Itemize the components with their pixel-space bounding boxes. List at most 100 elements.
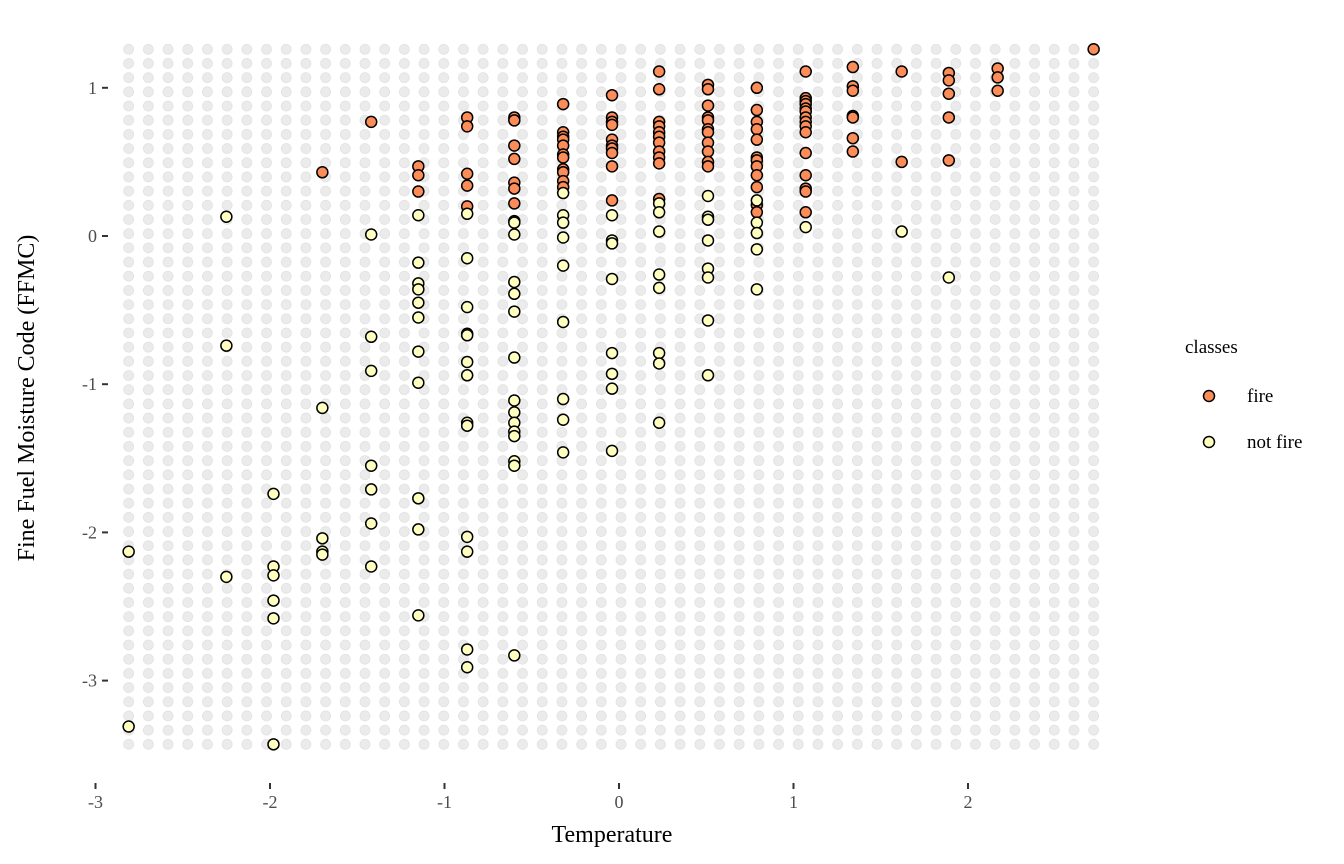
grid-point [398, 455, 410, 467]
grid-point [733, 384, 745, 396]
point-fire [316, 166, 329, 179]
grid-point [733, 355, 745, 367]
grid-point [1068, 214, 1080, 225]
point-not-fire [508, 459, 521, 472]
grid-point [142, 526, 154, 537]
grid-point [595, 256, 607, 268]
grid-point [1048, 724, 1060, 736]
grid-point [832, 682, 844, 693]
grid-point [202, 313, 213, 325]
point-fire [750, 180, 764, 194]
grid-point [280, 696, 292, 708]
grid-point [536, 611, 548, 623]
grid-point [930, 86, 942, 98]
grid-point [595, 157, 607, 169]
grid-point [339, 171, 351, 183]
point-not-fire [701, 189, 715, 203]
point-fire [750, 123, 764, 136]
grid-point [733, 341, 745, 353]
grid-point [832, 72, 844, 84]
grid-point [536, 58, 548, 69]
point-not-fire [605, 272, 619, 286]
grid-point [1029, 242, 1040, 254]
grid-point [812, 710, 824, 722]
grid-point [221, 455, 233, 467]
grid-point [832, 696, 844, 708]
grid-point [891, 738, 903, 750]
grid-point [261, 114, 272, 126]
grid-point [202, 256, 213, 268]
grid-point [142, 370, 154, 381]
point-fire [412, 168, 425, 182]
grid-point [162, 185, 174, 197]
grid-point [261, 412, 272, 424]
grid-point [891, 199, 903, 211]
grid-point [674, 469, 686, 481]
grid-point [635, 270, 647, 282]
grid-point [280, 497, 292, 509]
grid-point [398, 554, 410, 566]
grid-point [871, 441, 883, 452]
grid-point [202, 341, 213, 353]
grid-point [595, 100, 607, 112]
grid-point [221, 256, 233, 268]
grid-point [280, 285, 292, 296]
grid-point [320, 696, 331, 708]
grid-point [182, 242, 194, 254]
grid-point [438, 625, 450, 637]
grid-point [123, 483, 135, 495]
grid-point [733, 668, 745, 679]
grid-point [576, 157, 588, 169]
grid-point [162, 554, 174, 566]
grid-point [654, 483, 666, 495]
grid-point [320, 72, 331, 84]
point-not-fire [605, 367, 619, 381]
grid-point [733, 242, 745, 254]
grid-point [536, 299, 548, 310]
grid-point [379, 214, 391, 225]
grid-point [339, 724, 351, 736]
grid-point [733, 313, 745, 325]
grid-point [930, 441, 942, 452]
grid-point [615, 483, 627, 495]
grid-point [635, 696, 647, 708]
grid-point [182, 398, 194, 410]
grid-point [891, 285, 903, 296]
grid-point [202, 100, 213, 112]
grid-point [1009, 341, 1021, 353]
grid-point [202, 568, 213, 580]
grid-point [1009, 384, 1021, 396]
grid-point [536, 497, 548, 509]
grid-point [202, 143, 213, 154]
grid-point [536, 143, 548, 154]
grid-point [300, 412, 312, 424]
point-not-fire [508, 394, 521, 407]
grid-point [891, 412, 903, 424]
grid-point [359, 341, 371, 353]
grid-point [733, 370, 745, 381]
grid-point [1068, 355, 1080, 367]
grid-point [733, 710, 745, 722]
grid-point [261, 86, 272, 98]
grid-point [477, 696, 489, 708]
point-fire [799, 146, 812, 160]
grid-point [930, 497, 942, 509]
grid-point [477, 171, 489, 183]
grid-point [654, 639, 666, 651]
grid-point [576, 724, 588, 736]
grid-point [930, 398, 942, 410]
grid-point [635, 412, 647, 424]
grid-point [910, 86, 922, 98]
grid-point [398, 128, 410, 140]
grid-point [812, 185, 824, 197]
grid-point [1009, 639, 1021, 651]
grid-point [182, 668, 194, 679]
grid-point [300, 185, 312, 197]
grid-point [615, 682, 627, 693]
grid-point [202, 441, 213, 452]
grid-point [950, 597, 962, 608]
grid-point [812, 724, 824, 736]
point-not-fire [556, 446, 570, 459]
grid-point [261, 341, 272, 353]
grid-point [1088, 143, 1100, 154]
